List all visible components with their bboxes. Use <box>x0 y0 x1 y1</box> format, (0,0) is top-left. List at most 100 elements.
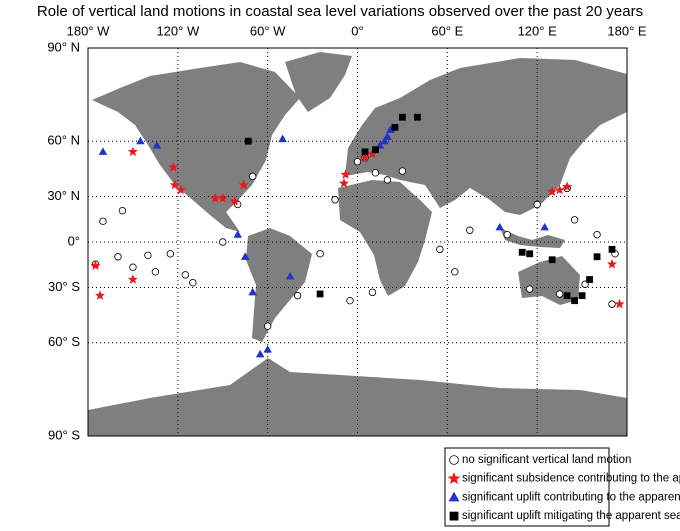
station-marker <box>555 290 564 298</box>
y-tick-label: 60° S <box>48 334 80 349</box>
station-marker <box>449 455 459 465</box>
y-tick-label: 0° <box>68 233 80 248</box>
station-marker <box>346 296 354 305</box>
y-tick-label: 30° N <box>47 188 80 203</box>
station-marker <box>331 196 339 204</box>
station-marker <box>372 146 379 154</box>
station-marker <box>240 252 250 260</box>
station-marker <box>263 345 272 353</box>
africa <box>338 180 432 296</box>
station-marker <box>503 230 511 239</box>
station-marker <box>127 146 138 157</box>
station-marker <box>436 245 444 254</box>
x-tick-label: 60° W <box>250 23 286 38</box>
station-marker <box>129 263 137 271</box>
station-marker <box>248 287 257 296</box>
station-marker <box>606 258 618 269</box>
station-marker <box>189 278 197 287</box>
station-marker <box>238 179 249 190</box>
station-marker <box>114 253 122 261</box>
station-marker <box>563 292 571 300</box>
station-marker <box>448 491 460 502</box>
legend-label: significant subsidence contributing to t… <box>462 473 680 485</box>
station-marker <box>570 216 579 224</box>
station-marker <box>359 152 371 163</box>
station-marker <box>554 184 565 195</box>
continents <box>88 52 627 436</box>
station-marker <box>166 250 175 258</box>
x-tick-label: 180° E <box>607 23 647 38</box>
station-marker <box>144 251 152 259</box>
greenland <box>285 52 352 112</box>
station-marker <box>371 169 380 177</box>
station-marker <box>181 271 190 279</box>
station-marker <box>285 271 295 280</box>
station-marker <box>99 217 107 225</box>
station-marker <box>571 297 578 305</box>
station-marker <box>219 238 227 246</box>
station-marker <box>136 136 145 145</box>
north-america <box>92 62 300 232</box>
stations <box>90 113 625 358</box>
station-marker <box>578 292 586 300</box>
station-marker <box>383 132 392 140</box>
y-tick-label: 60° N <box>47 133 80 148</box>
station-marker <box>383 176 392 184</box>
station-marker <box>368 288 377 297</box>
station-marker <box>98 147 108 155</box>
station-marker <box>608 245 616 253</box>
station-marker <box>248 172 257 181</box>
station-marker <box>175 184 186 195</box>
station-marker <box>398 167 407 175</box>
station-marker <box>127 274 138 284</box>
station-marker <box>338 177 350 188</box>
station-marker <box>495 222 505 231</box>
indonesia <box>500 228 565 248</box>
antarctica <box>88 358 627 436</box>
x-tick-label: 60° E <box>431 23 463 38</box>
eurasia <box>345 58 627 215</box>
station-marker <box>447 471 461 485</box>
station-marker <box>169 179 180 190</box>
station-marker <box>316 250 324 258</box>
y-tick-label: 90° S <box>48 427 80 442</box>
station-marker <box>526 250 534 258</box>
australia <box>518 256 580 305</box>
station-marker <box>293 291 302 300</box>
station-marker <box>413 113 421 121</box>
x-tick-label: 180° W <box>67 23 111 38</box>
station-marker <box>244 137 252 145</box>
station-marker <box>562 181 573 192</box>
station-marker <box>533 200 541 209</box>
station-marker <box>278 134 287 143</box>
legend-label: no significant vertical land motion <box>462 454 631 466</box>
station-marker <box>593 253 601 261</box>
station-marker <box>151 268 160 276</box>
y-tick-label: 30° S <box>48 279 80 294</box>
station-marker <box>210 192 221 203</box>
south-america <box>246 228 312 342</box>
station-marker <box>548 256 556 264</box>
legend: no significant vertical land motion signi… <box>447 454 680 522</box>
station-marker <box>255 349 265 358</box>
station-marker <box>518 248 526 256</box>
y-tick-label: 90° N <box>47 39 80 54</box>
legend-box <box>444 447 610 527</box>
station-marker <box>547 186 558 196</box>
station-marker <box>229 195 240 206</box>
station-marker <box>340 169 351 179</box>
station-marker <box>90 260 101 271</box>
station-marker <box>391 123 399 131</box>
legend-label: significant uplift mitigating the appare… <box>462 510 680 522</box>
station-marker <box>608 300 616 308</box>
station-marker <box>399 113 406 121</box>
station-marker <box>94 290 106 300</box>
x-tick-label: 120° E <box>518 23 558 38</box>
station-marker <box>168 161 179 172</box>
map-title: Role of vertical land motions in coastal… <box>37 3 643 20</box>
x-tick-label: 0° <box>351 23 363 38</box>
legend-label: significant uplift contributing to the a… <box>462 491 680 503</box>
station-marker <box>353 157 362 166</box>
station-marker <box>380 136 389 145</box>
